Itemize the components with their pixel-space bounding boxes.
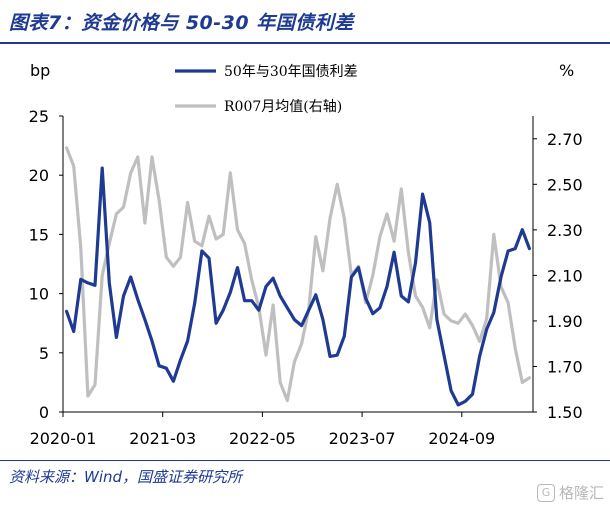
series-line-spread [64, 166, 532, 407]
left-tick-label: 15 [29, 225, 49, 244]
left-tick-label: 5 [39, 344, 49, 363]
left-tick-label: 20 [29, 166, 49, 185]
watermark-logo-icon: G [536, 483, 555, 502]
right-tick-label: 2.70 [547, 130, 583, 149]
right-tick-label: 1.90 [547, 312, 583, 331]
left-unit-label: bp [30, 61, 50, 80]
source-note: 资料来源：Wind，国盛证券研究所 [9, 468, 243, 486]
right-tick-label: 1.70 [547, 357, 583, 376]
right-tick-label: 2.30 [547, 221, 583, 240]
left-tick-label: 25 [29, 107, 49, 126]
series-line-r007 [64, 146, 532, 403]
x-tick-label: 2020-01 [30, 429, 97, 448]
legend-label: R007月均值(右轴) [224, 99, 342, 115]
right-tick-label: 2.10 [547, 266, 583, 285]
watermark-text: 格隆汇 [558, 484, 604, 502]
x-tick-label: 2023-07 [329, 429, 396, 448]
left-tick-label: 10 [29, 285, 49, 304]
legend-label: 50年与30年国债利差 [224, 64, 358, 80]
footer-rule [0, 460, 610, 461]
left-tick-label: 0 [39, 403, 49, 422]
right-unit-label: % [559, 61, 574, 80]
right-tick-label: 1.50 [547, 403, 583, 422]
figure-title: 图表7：资金价格与 50-30 年国债利差 [9, 12, 354, 34]
right-tick-label: 2.50 [547, 175, 583, 194]
x-tick-label: 2021-03 [129, 429, 196, 448]
x-tick-label: 2022-05 [229, 429, 296, 448]
title-underline [0, 42, 610, 44]
line-chart: 50年与30年国债利差 R007月均值(右轴) 0 5 10 15 20 25 1.50 1.7… [29, 61, 583, 448]
x-tick-label: 2024-09 [428, 429, 495, 448]
watermark: G 格隆汇 [536, 482, 604, 503]
